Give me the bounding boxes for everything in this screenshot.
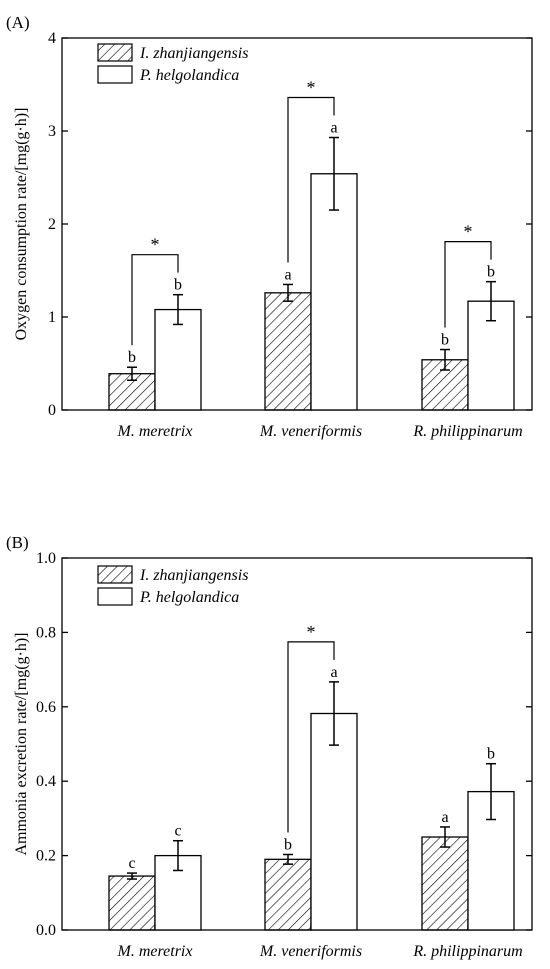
y-tick-label: 0.4: [36, 773, 56, 790]
x-category-label: R. philippinarum: [412, 423, 522, 440]
legend-label: I. zhanjiangensis: [139, 45, 248, 62]
x-category-label: R. philippinarum: [412, 943, 522, 960]
bar-p-helgolandica: [154, 308, 202, 411]
y-tick-label: 0.8: [36, 624, 56, 641]
bar-i-zhanjiangensis: [264, 292, 312, 411]
significance-letter: b: [128, 349, 136, 366]
y-axis-label: Ammonia excretion rate/[mg(g·h)]: [13, 632, 30, 855]
significance-letter: a: [284, 266, 291, 283]
y-tick-label: 3: [48, 123, 56, 140]
legend-label: P. helgolandica: [139, 67, 239, 84]
significance-bracket: [131, 254, 179, 346]
y-tick-label: 1: [48, 309, 56, 326]
significance-letter: c: [174, 823, 181, 840]
x-category-label: M. veneriformis: [259, 943, 362, 960]
x-category-label: M. veneriformis: [259, 423, 362, 440]
significance-letter: b: [487, 746, 495, 763]
legend-swatch: [97, 43, 133, 62]
bar-p-helgolandica: [310, 712, 358, 931]
legend-label: P. helgolandica: [139, 589, 239, 606]
bar-i-zhanjiangensis: [421, 836, 469, 931]
y-tick-label: 0.2: [36, 848, 56, 865]
significance-star: *: [307, 622, 316, 642]
panel-label: (A): [6, 13, 30, 32]
bar-i-zhanjiangensis: [421, 359, 469, 411]
significance-letter: b: [284, 836, 292, 853]
y-tick-label: 0: [48, 402, 56, 419]
legend-swatch: [97, 587, 133, 606]
significance-star: *: [307, 78, 316, 98]
significance-letter: c: [128, 855, 135, 872]
significance-star: *: [464, 222, 473, 242]
legend-swatch: [97, 565, 133, 584]
y-tick-label: 0.0: [36, 922, 56, 939]
legend-swatch: [97, 65, 133, 84]
y-tick-label: 4: [48, 30, 56, 47]
panel-b: (B) 0.0 0.2 0.4 0.6 0.8 1.0 Ammonia excretion r…: [6, 533, 533, 960]
panel-label: (B): [6, 533, 29, 552]
bar-i-zhanjiangensis: [264, 858, 312, 931]
significance-bracket: [287, 96, 335, 263]
y-axis-label: Oxygen consumption rate/[mg(g·h)]: [13, 108, 30, 341]
bar-p-helgolandica: [310, 173, 358, 411]
significance-letter: b: [174, 277, 182, 294]
significance-letter: a: [441, 809, 448, 826]
x-category-label: M. meretrix: [117, 423, 193, 440]
legend-label: I. zhanjiangensis: [139, 567, 248, 584]
x-category-label: M. meretrix: [117, 943, 193, 960]
significance-letter: a: [330, 664, 337, 681]
significance-letter: b: [487, 264, 495, 281]
significance-star: *: [151, 235, 160, 255]
y-tick-label: 2: [48, 216, 56, 233]
significance-bracket: [444, 241, 492, 328]
panel-a: (A) 0 1 2 3 4 Oxygen consumption rate/[mg(g·h)…: [6, 13, 533, 440]
significance-letter: b: [441, 332, 449, 349]
significance-letter: a: [330, 120, 337, 137]
significance-bracket: [287, 641, 335, 833]
y-tick-label: 1.0: [36, 550, 56, 567]
y-tick-label: 0.6: [36, 699, 56, 716]
bar-i-zhanjiangensis: [108, 875, 156, 931]
